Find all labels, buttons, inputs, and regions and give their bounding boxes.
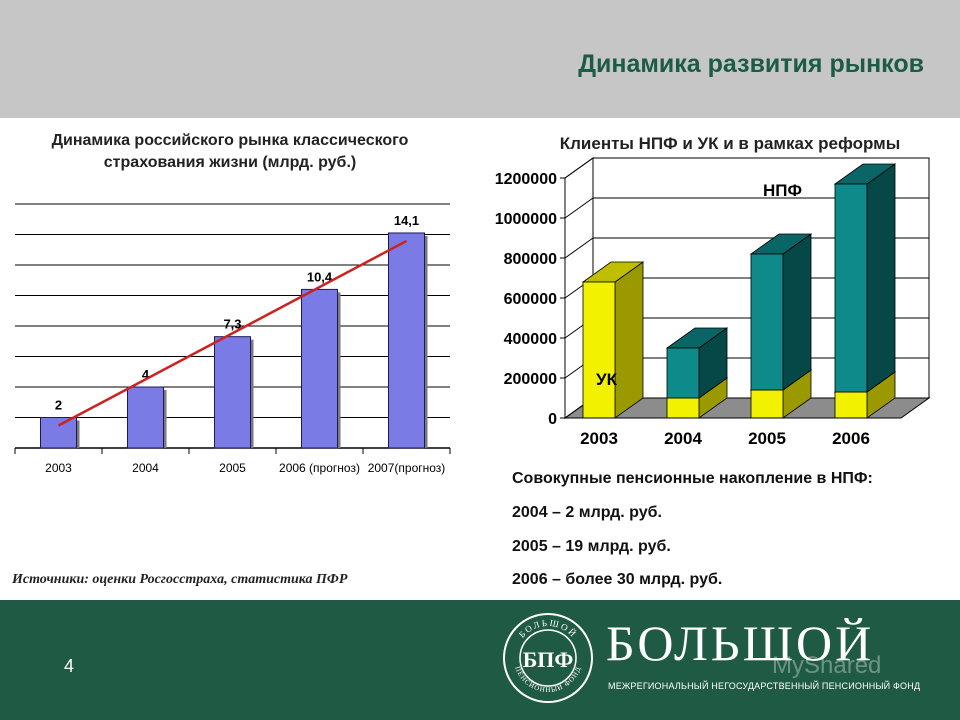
y-tick-label: 600000: [504, 291, 557, 308]
svg-text:БОЛЬШОЙ: БОЛЬШОЙ: [517, 618, 580, 640]
header-band: [0, 0, 960, 118]
uk-bar-side: [614, 261, 644, 419]
watermark: MyShared: [772, 652, 882, 679]
emblem-letters: БПФ: [523, 647, 574, 672]
data-label: 7,3: [223, 317, 241, 332]
uk-bar: [750, 389, 784, 419]
x-tick-label: 2005: [748, 429, 786, 448]
bar: [40, 417, 77, 449]
y-tick-label: 200000: [504, 371, 557, 388]
y-tick-label: 800000: [504, 251, 557, 268]
notes-heading: Совокупные пенсионные накопление в НПФ:: [512, 470, 873, 487]
data-label: 10,4: [307, 269, 333, 284]
bar: [388, 232, 425, 449]
x-tick-label: 2004: [664, 429, 702, 448]
logo-subtitle: МЕЖРЕГИОНАЛЬНЫЙ НЕГОСУДАРСТВЕННЫЙ ПЕНСИО…: [608, 681, 921, 691]
note-2005: 2005 – 19 млрд. руб.: [512, 538, 671, 555]
x-tick-label: 2003: [45, 461, 72, 475]
npf-bar-side: [782, 233, 812, 391]
note-2006: 2006 – более 30 млрд. руб.: [512, 571, 723, 588]
series-label-npf: НПФ: [763, 181, 802, 200]
x-tick-label: 2004: [132, 461, 159, 475]
x-tick-label: 2007(прогноз): [368, 461, 446, 475]
npf-bar: [834, 183, 868, 393]
chart2-title: Клиенты НПФ и УК и в рамках реформы: [559, 134, 901, 153]
chart1-title: Динамика российского рынка классического…: [51, 132, 409, 171]
footer-band: [0, 600, 960, 720]
page-number: 4: [64, 656, 75, 676]
source-note: Источники: оценки Росгосстраха, статисти…: [12, 572, 348, 587]
x-tick-label: 2005: [219, 461, 246, 475]
note-2004: 2004 – 2 млрд. руб.: [512, 504, 662, 521]
uk-bar: [834, 391, 868, 419]
npf-bar: [666, 347, 700, 399]
data-label: 4: [142, 367, 150, 382]
npf-bar: [750, 253, 784, 391]
y-tick-label: 0: [548, 411, 557, 428]
bar: [127, 386, 164, 449]
bpf-emblem: БОЛЬШОЙ ПЕНСИОННЫЙ ФОНД БПФ: [503, 613, 593, 703]
series-label-uk: УК: [596, 370, 618, 389]
x-tick-label: 2003: [580, 429, 618, 448]
clients-chart: 0 200000 400000 600000 800000 1000000 1200000 2…: [495, 157, 931, 448]
logo-name: БОЛЬШОЙ: [606, 615, 875, 671]
npf-bar-side: [866, 163, 896, 393]
x-tick-label: 2006: [832, 429, 870, 448]
life-insurance-chart: 2 2003 4 2004 7,3 2005 10,4 2006 (прогноз) 14,1 2…: [14, 203, 451, 475]
bar: [301, 288, 338, 449]
slide-title: Динамика развития рынков: [578, 50, 924, 78]
gridline: [564, 237, 594, 259]
gridline: [564, 197, 594, 219]
bar: [214, 336, 251, 449]
y-tick-label: 1000000: [495, 211, 557, 228]
y-tick-label: 400000: [504, 331, 557, 348]
y-tick-label: 1200000: [495, 171, 557, 188]
x-tick-label: 2006 (прогноз): [279, 461, 360, 475]
uk-bar: [582, 281, 616, 419]
data-label: 2: [55, 398, 62, 413]
uk-bar: [666, 397, 700, 419]
data-label: 14,1: [394, 213, 419, 228]
trend-line: [57, 239, 408, 427]
gridline: [564, 157, 594, 179]
